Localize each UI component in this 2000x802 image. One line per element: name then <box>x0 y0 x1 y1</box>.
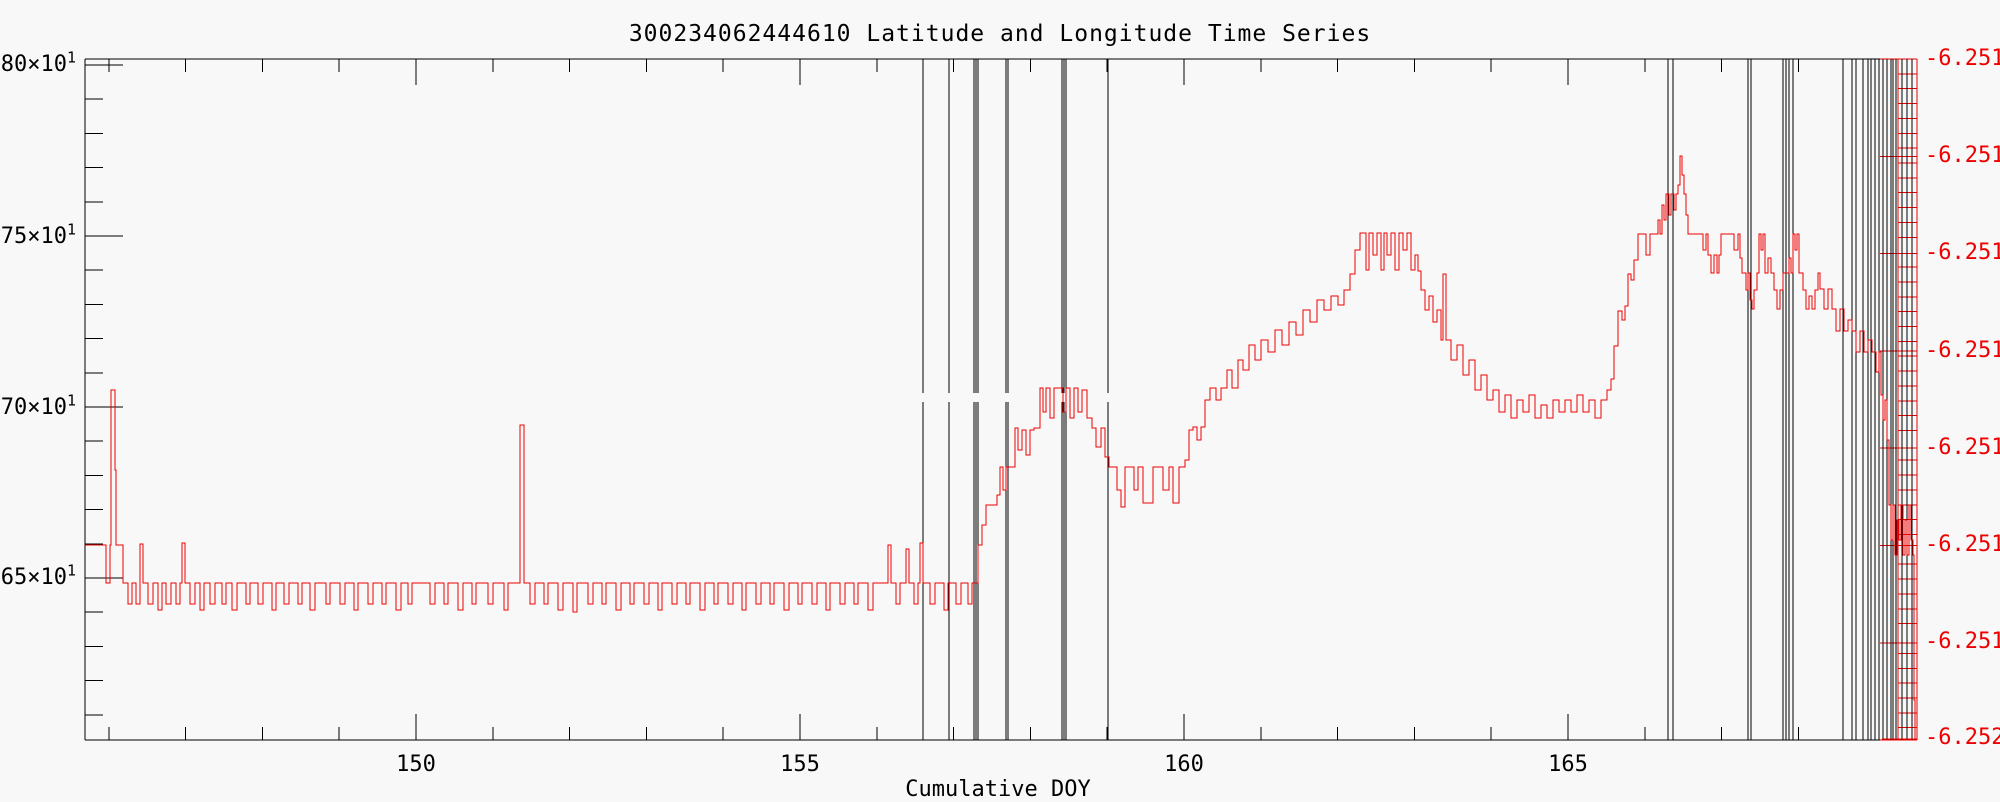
tick-value: 680×10 <box>0 52 67 77</box>
right-axis-tick-label: -6.2519 <box>1925 629 2000 654</box>
chart-title: 300234062444610 Latitude and Longitude T… <box>628 21 1372 47</box>
x-tick-label: 155 <box>780 752 820 777</box>
tick-value: 675×10 <box>0 224 67 249</box>
superscript-exponent: 1 <box>66 391 76 410</box>
x-tick-label: 150 <box>396 752 436 777</box>
x-axis-title: Cumulative DOY <box>905 777 1091 802</box>
left-axis-tick-label: 670×101 <box>0 393 76 420</box>
tick-value: 670×10 <box>0 395 67 420</box>
left-axis-tick-label: 675×101 <box>0 222 76 249</box>
right-axis-tick-label: -6.2518 <box>1925 435 2000 460</box>
right-axis-tick-label: -6.2516 <box>1925 46 2000 71</box>
right-axis-tick-label: -6.2518 <box>1925 338 2000 363</box>
plot-frame <box>84 58 1917 741</box>
x-tick-label: 160 <box>1164 752 1204 777</box>
latitude-glitch-lines <box>922 59 1913 740</box>
x-tick-label: 165 <box>1548 752 1588 777</box>
right-axis-tick-label: -6.2517 <box>1925 143 2000 168</box>
tick-value: 665×10 <box>0 565 67 590</box>
superscript-exponent: 1 <box>66 561 76 580</box>
superscript-exponent: 1 <box>66 48 76 67</box>
axis-ticks <box>85 59 1876 740</box>
right-axis-tick-label: -6.2520 <box>1925 725 2000 750</box>
superscript-exponent: 1 <box>66 220 76 239</box>
left-axis-tick-label: 665×101 <box>0 563 76 590</box>
right-axis-tick-label: -6.2519 <box>1925 532 2000 557</box>
right-axis-tick-label: -6.2517 <box>1925 240 2000 265</box>
longitude-series-line <box>85 59 1917 740</box>
left-axis-tick-label: 680×101 <box>0 50 76 77</box>
